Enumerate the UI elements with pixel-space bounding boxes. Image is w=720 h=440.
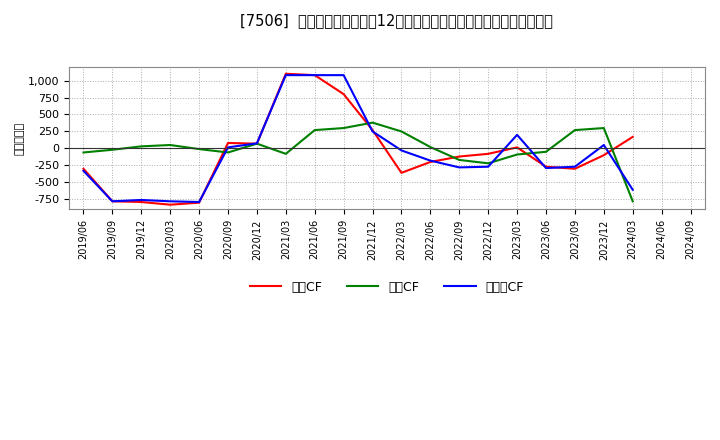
Y-axis label: （百万円）: （百万円） (15, 122, 25, 155)
営業CF (570, 166, 579, 172)
投資CF (513, 152, 521, 157)
投資CF (79, 150, 88, 155)
営業CF (195, 200, 204, 205)
投資CF (195, 147, 204, 152)
Line: 営業CF: 営業CF (84, 74, 633, 205)
投資CF (484, 161, 492, 166)
投資CF (282, 151, 290, 157)
フリーCF (426, 158, 435, 163)
営業CF (455, 154, 464, 159)
営業CF (513, 145, 521, 150)
投資CF (541, 149, 550, 154)
営業CF (368, 128, 377, 133)
フリーCF (397, 148, 406, 153)
投資CF (253, 141, 261, 146)
投資CF (108, 147, 117, 152)
Line: 投資CF: 投資CF (84, 123, 633, 202)
投資CF (570, 128, 579, 133)
フリーCF (368, 129, 377, 134)
フリーCF (79, 168, 88, 173)
投資CF (397, 129, 406, 134)
営業CF (339, 92, 348, 97)
フリーCF (513, 132, 521, 137)
投資CF (224, 150, 233, 155)
営業CF (541, 164, 550, 169)
投資CF (455, 157, 464, 162)
Text: [7506]  キャッシュフローの12か月移動合計の対前年同期増減額の推移: [7506] キャッシュフローの12か月移動合計の対前年同期増減額の推移 (240, 13, 552, 28)
フリーCF (310, 73, 319, 78)
投資CF (368, 120, 377, 125)
営業CF (224, 140, 233, 146)
フリーCF (455, 165, 464, 170)
投資CF (426, 144, 435, 150)
営業CF (79, 166, 88, 172)
Legend: 営業CF, 投資CF, フリーCF: 営業CF, 投資CF, フリーCF (245, 275, 529, 298)
営業CF (166, 202, 174, 207)
フリーCF (253, 141, 261, 146)
営業CF (629, 134, 637, 139)
投資CF (137, 144, 145, 149)
フリーCF (166, 199, 174, 204)
営業CF (108, 199, 117, 204)
フリーCF (137, 197, 145, 202)
フリーCF (339, 73, 348, 78)
営業CF (600, 153, 608, 158)
投資CF (629, 199, 637, 204)
営業CF (253, 141, 261, 146)
フリーCF (541, 165, 550, 171)
フリーCF (282, 73, 290, 78)
営業CF (426, 159, 435, 165)
営業CF (137, 199, 145, 205)
フリーCF (224, 145, 233, 150)
営業CF (397, 170, 406, 176)
営業CF (484, 151, 492, 157)
営業CF (310, 73, 319, 78)
フリーCF (600, 143, 608, 148)
投資CF (166, 143, 174, 148)
営業CF (282, 71, 290, 77)
投資CF (310, 128, 319, 133)
フリーCF (629, 187, 637, 192)
フリーCF (570, 164, 579, 169)
投資CF (339, 125, 348, 131)
Line: フリーCF: フリーCF (84, 75, 633, 202)
投資CF (600, 125, 608, 131)
フリーCF (484, 164, 492, 169)
フリーCF (195, 199, 204, 205)
フリーCF (108, 199, 117, 204)
